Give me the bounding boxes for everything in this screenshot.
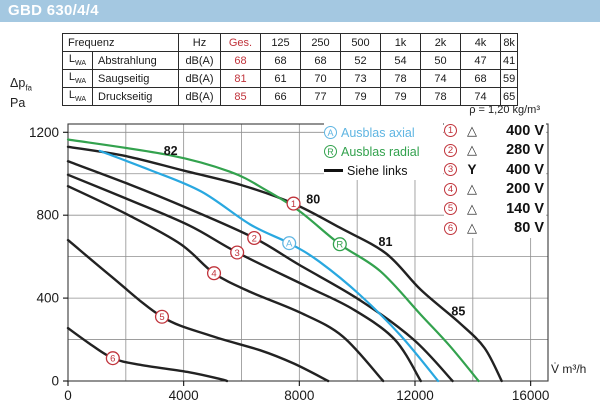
cell-unit: dB(A) [178,87,221,106]
sound-power-table: Frequenz Hz Ges. 125 250 500 1k 2k 4k 8k LWA Abstra… [62,33,519,106]
black-line-icon [324,169,343,172]
x-tick-label: 0 [64,388,72,403]
sound-level-label: 81 [379,235,393,249]
legend-item-radial: R Ausblas radial [324,142,443,161]
sound-level-label: 85 [451,305,465,319]
cell-value: 68 [300,51,341,70]
circled-number-icon: 6 [444,221,457,235]
voltage-legend-item-1: 1 △ 400 V [444,121,546,141]
table-row: LWA Abstrahlung dB(A) 68 68 68 52 54 50 47 41 [62,51,519,70]
voltage-value: 280 V [506,142,544,159]
voltage-legend-item-3: 3 Y 400 V [444,160,546,180]
cell-value: 65 [499,87,519,106]
outlet-legend: A Ausblas axial R Ausblas radial Siehe l… [324,123,443,180]
cell-value: 70 [300,69,341,88]
curve-marker-label: 6 [110,354,115,365]
cell-value: 74 [460,87,501,106]
cell-name: Saugseitig [92,69,179,88]
curve-marker-circle [230,245,245,260]
voltage-legend-item-2: 2 △ 280 V [444,141,546,161]
x-tick-label: 16000 [512,388,550,403]
cell-name: Druckseitig [92,87,179,106]
delta-symbol: △ [467,122,477,138]
curve-5-140v [66,238,330,383]
voltage-value: 200 V [506,181,544,198]
circled-number-icon: 4 [444,182,457,196]
delta-symbol: △ [467,200,477,216]
curve-marker-circle [282,236,297,251]
y-tick-label: 800 [36,208,59,223]
cell-value: 66 [260,87,301,106]
curve-4-200v [66,185,385,383]
cell-value: 74 [420,69,461,88]
y-axis-unit: Pa [10,95,26,110]
y-tick-label: 0 [51,374,59,389]
voltage-value: 400 V [506,122,544,139]
y-axis-symbol: Δpfa [10,76,32,93]
curve-marker-circle [105,351,120,366]
table-row: LWA Druckseitig dB(A) 85 66 77 79 79 78 74 65 [62,87,519,106]
legend-item-see-left: Siehe links [324,161,443,180]
sound-level-label: 82 [164,144,178,158]
delta-symbol: △ [467,220,477,236]
voltage-legend-item-6: 6 △ 80 V [444,219,546,239]
circled-number-icon: 3 [444,163,457,177]
circled-a-icon: A [324,126,337,139]
curve-2-280v [66,160,454,383]
curve-marker-circle [206,266,222,281]
curve-marker-label: 5 [159,312,164,323]
curve-ausblas-axial [98,149,440,383]
voltage-value: 400 V [506,161,544,178]
delta-symbol: △ [467,181,477,197]
curve-marker-circle [247,230,262,246]
x-tick-label: 12000 [396,388,434,403]
circled-r-icon: R [324,145,337,158]
cell-ges: 85 [220,87,261,106]
curve-marker-label: 3 [235,248,240,259]
wye-symbol: Y [467,162,477,178]
curve-marker-label: 1 [291,199,296,210]
table-row: LWA Saugseitig dB(A) 81 61 70 73 78 74 68 59 [62,69,519,88]
curve-marker-label: 2 [252,233,257,244]
y-tick-label: 1200 [29,125,59,140]
curve-marker-circle [332,237,347,252]
curve-6-80v [66,326,229,383]
x-axis-title: V̇ m³/h [551,362,587,376]
voltage-legend: 1 △ 400 V 2 △ 280 V 3 Y 400 V 4 △ 200 V 5 △ 140 V 6 △ 80 … [444,121,546,238]
curve-marker-circle [286,196,301,211]
page-title: GBD 630/4/4 [0,0,600,22]
legend-radial-label: Ausblas radial [341,144,420,159]
plot-frame [67,123,549,382]
y-axis-title: Δpfa Pa [10,76,32,110]
curve-marker-label: R [336,240,343,251]
circled-number-icon: 1 [444,124,457,138]
legend-item-axial: A Ausblas axial [324,123,443,142]
x-tick-label: 4000 [169,388,199,403]
y-tick-label: 400 [36,291,59,306]
voltage-value: 80 V [514,220,544,237]
cell-value: 59 [499,69,519,88]
legend-axial-label: Ausblas axial [341,125,415,140]
circled-number-icon: 2 [444,143,457,157]
cell-value: 41 [499,51,519,70]
voltage-legend-item-5: 5 △ 140 V [444,199,546,219]
voltage-legend-item-4: 4 △ 200 V [444,180,546,200]
curve-ausblas-radial [66,138,480,383]
curve-3-y400v [66,173,422,383]
delta-symbol: △ [467,142,477,158]
circled-number-icon: 5 [444,202,457,216]
voltage-value: 140 V [506,200,544,217]
air-density-note: ρ = 1,20 kg/m³ [469,104,540,116]
curve-marker-label: A [286,239,293,250]
legend-see-left-label: Siehe links [347,163,408,178]
cell-symbol: LWA [62,51,93,70]
sound-level-label: 80 [306,193,320,207]
curve-marker-label: 4 [211,269,216,280]
curve-marker-circle [154,309,170,324]
x-tick-label: 8000 [284,388,314,403]
curve-1-400v [66,145,503,383]
